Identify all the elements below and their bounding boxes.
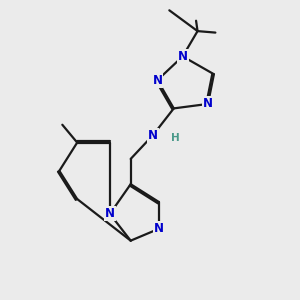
Text: N: N [178,50,188,63]
Text: N: N [203,98,213,110]
Text: H: H [171,133,180,143]
Text: N: N [148,129,158,142]
Text: N: N [152,74,162,87]
Text: N: N [105,207,115,220]
Text: N: N [154,222,164,235]
